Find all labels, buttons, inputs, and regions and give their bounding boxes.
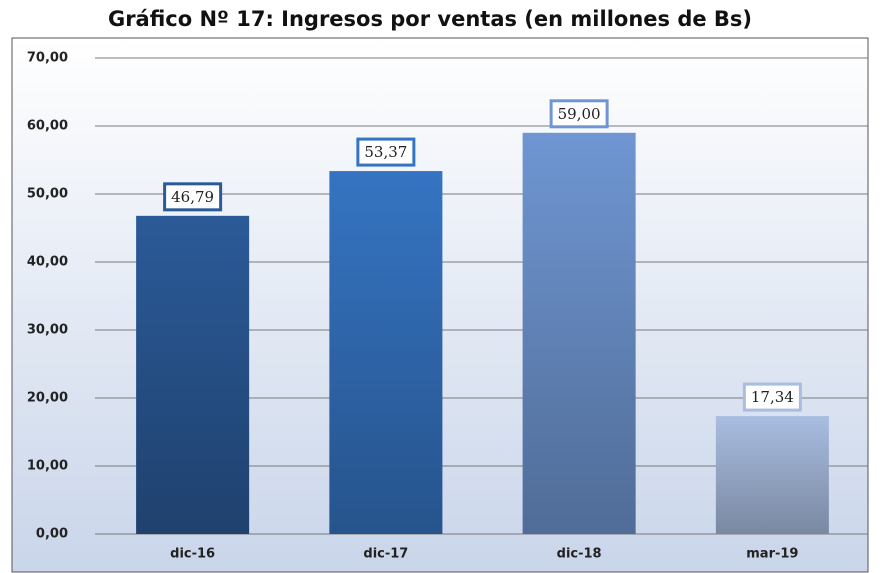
y-tick-label: 40,00 [27, 255, 68, 270]
bar [715, 416, 829, 534]
value-label-box [742, 382, 802, 412]
y-tick-label: 70,00 [27, 51, 68, 66]
value-label-box [549, 99, 609, 129]
x-tick-label: dic-17 [363, 547, 408, 562]
y-tick-label: 30,00 [27, 323, 68, 338]
bar [329, 171, 443, 535]
y-tick-label: 60,00 [27, 119, 68, 134]
x-tick-label: mar-19 [746, 547, 798, 562]
x-tick-label: dic-16 [170, 547, 215, 562]
chart-title: Gráfico Nº 17: Ingresos por ventas (en m… [108, 7, 752, 31]
value-label: 46,79 [171, 188, 214, 206]
value-label-box [356, 137, 416, 167]
x-tick-label: dic-18 [557, 547, 602, 562]
y-tick-label: 10,00 [27, 459, 68, 474]
value-label: 17,34 [751, 388, 794, 406]
y-tick-label: 50,00 [27, 187, 68, 202]
value-label: 53,37 [364, 143, 407, 161]
y-tick-label: 20,00 [27, 391, 68, 406]
value-label-box [163, 182, 223, 212]
value-label: 59,00 [558, 105, 601, 123]
bar [522, 132, 636, 535]
bar [136, 215, 250, 534]
y-tick-label: 0,00 [36, 527, 68, 542]
